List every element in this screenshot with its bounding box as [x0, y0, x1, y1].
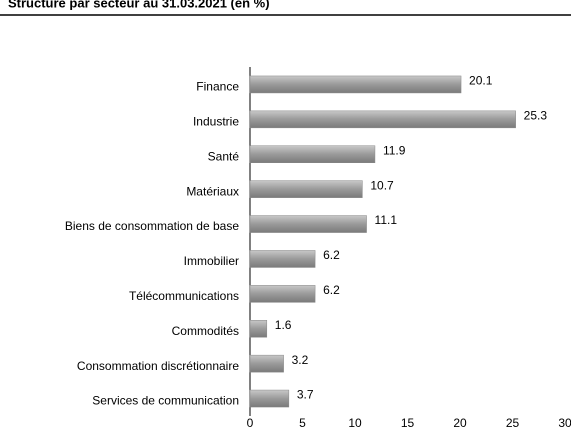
- bar: [249, 285, 316, 303]
- y-tick-label: Consommation discrétionnaire: [77, 359, 239, 373]
- x-tick-label: 5: [299, 416, 306, 430]
- data-label: 10.7: [370, 178, 394, 192]
- data-label: 20.1: [469, 74, 493, 88]
- data-label: 6.2: [323, 283, 340, 297]
- data-label: 6.2: [323, 248, 340, 262]
- data-label: 1.6: [275, 318, 292, 332]
- bar: [249, 389, 290, 408]
- bar: [249, 354, 284, 373]
- bar: [249, 75, 462, 94]
- data-label: 11.1: [375, 213, 398, 227]
- x-tick-label: 20: [453, 416, 467, 430]
- x-tick-label: 30: [558, 416, 571, 430]
- bar: [249, 320, 268, 338]
- bar: [249, 215, 367, 233]
- data-label: 3.7: [297, 388, 314, 402]
- bar: [249, 180, 363, 198]
- y-tick-label: Matériaux: [186, 184, 239, 198]
- bar: [249, 110, 516, 129]
- chart-title: Structure par secteur au 31.03.2021 (en …: [8, 0, 270, 10]
- y-tick-label: Commodités: [172, 324, 239, 338]
- x-tick-label: 25: [506, 416, 520, 430]
- data-label: 11.9: [383, 143, 406, 157]
- y-tick-label: Biens de consommation de base: [65, 219, 239, 233]
- y-tick-label: Finance: [196, 80, 239, 94]
- x-tick-label: 0: [247, 416, 254, 430]
- bar: [249, 250, 316, 268]
- y-tick-label: Services de communication: [92, 394, 239, 408]
- data-label: 25.3: [524, 109, 548, 123]
- data-label: 3.2: [292, 353, 309, 367]
- y-tick-label: Immobilier: [184, 254, 239, 268]
- bar: [249, 145, 376, 163]
- y-tick-label: Santé: [208, 149, 240, 163]
- x-tick-label: 15: [401, 416, 415, 430]
- y-tick-label: Télécommunications: [129, 289, 239, 303]
- x-tick-label: 10: [348, 416, 362, 430]
- y-tick-label: Industrie: [193, 115, 239, 129]
